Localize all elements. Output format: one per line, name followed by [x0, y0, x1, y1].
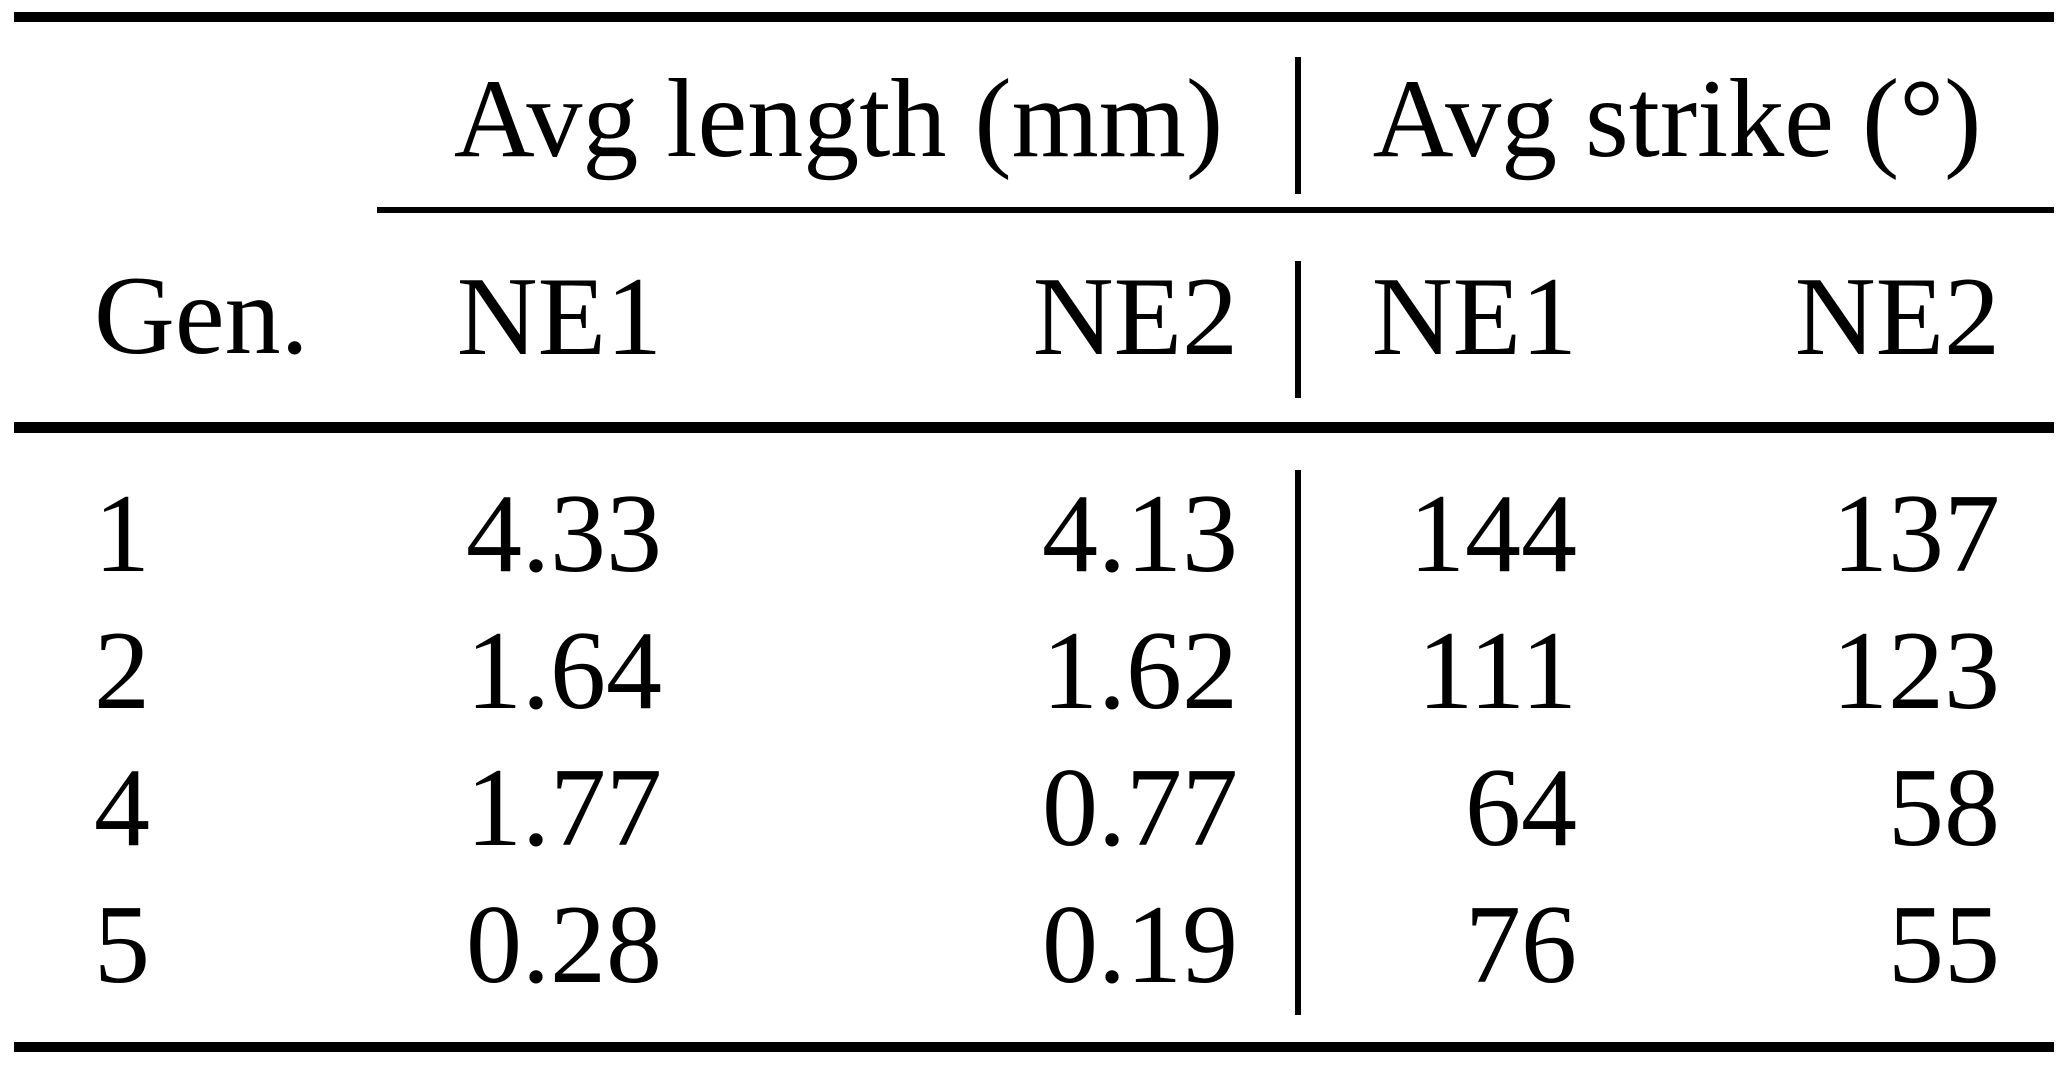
column-header-strike-ne1: NE1	[1300, 210, 1585, 433]
cell-strike-ne2: 58	[1888, 746, 2000, 870]
group-header-avg-length: Avg length (mm)	[377, 57, 1300, 213]
table-row: 4 1.77 0.77 64 58	[14, 740, 2054, 877]
cell-gen: 5	[94, 883, 150, 1007]
cell-strike-ne1: 64	[1465, 746, 1577, 870]
cell-length-ne1: 1.77	[466, 746, 662, 870]
cell-strike-ne2: 123	[1832, 609, 2000, 733]
cell-length-ne1: 4.33	[466, 472, 662, 596]
cell-length-ne1: 0.28	[466, 883, 662, 1007]
cell-length-ne2: 0.77	[1042, 746, 1238, 870]
cell-length-ne2: 4.13	[1042, 472, 1238, 596]
group-header-avg-strike: Avg strike (°)	[1300, 57, 2054, 213]
cell-gen: 4	[94, 746, 150, 870]
column-divider-segment	[1295, 57, 1301, 194]
group-header-empty-cell	[14, 57, 377, 210]
top-rule-line	[14, 12, 2054, 57]
column-header-gen: Gen.	[14, 210, 377, 433]
top-rule	[14, 12, 2054, 57]
column-divider-segment	[1295, 470, 1301, 1015]
cell-length-ne1: 1.64	[466, 609, 662, 733]
column-header-strike-ne2: NE2	[1585, 210, 2054, 433]
sub-header-row: Gen. NE1 NE2 NE1 NE2	[14, 210, 2054, 433]
column-header-length-ne2: NE2	[662, 210, 1300, 433]
cell-strike-ne2: 55	[1888, 883, 2000, 1007]
bottom-rule	[14, 1014, 2054, 1052]
table-row: 5 0.28 0.19 76 55	[14, 877, 2054, 1014]
cell-length-ne2: 0.19	[1042, 883, 1238, 1007]
table-row: 2 1.64 1.62 111 123	[14, 603, 2054, 740]
table-row: 1 4.33 4.13 144 137	[14, 428, 2054, 604]
cell-gen: 2	[94, 609, 150, 733]
column-header-length-ne1: NE1	[377, 210, 662, 433]
cell-gen: 1	[94, 472, 150, 596]
cell-strike-ne1: 111	[1417, 609, 1577, 733]
cell-strike-ne1: 144	[1409, 472, 1577, 596]
cell-strike-ne2: 137	[1832, 472, 2000, 596]
cell-strike-ne1: 76	[1465, 883, 1577, 1007]
results-table: Avg length (mm) Avg strike (°) Gen. NE1 …	[14, 12, 2054, 1052]
group-header-row: Avg length (mm) Avg strike (°)	[14, 57, 2054, 213]
column-divider-segment	[1295, 261, 1301, 398]
bottom-rule-line	[14, 1014, 2054, 1052]
cell-length-ne2: 1.62	[1042, 609, 1238, 733]
